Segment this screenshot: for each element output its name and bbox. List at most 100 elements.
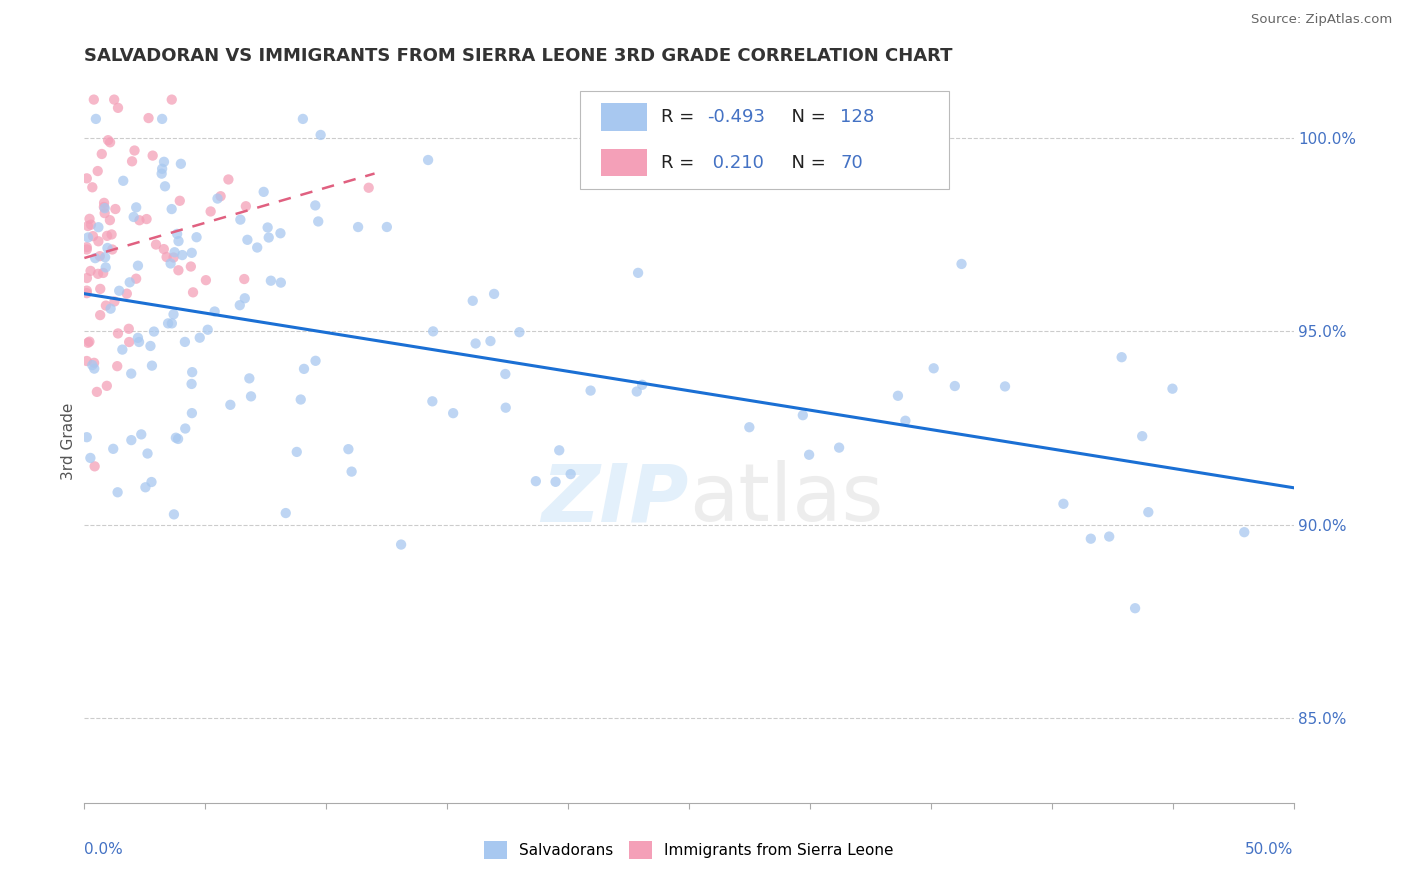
Point — [1111, 350, 1133, 364]
Point — [194, 273, 217, 287]
Point — [479, 334, 502, 348]
Point — [422, 324, 444, 338]
Point — [120, 433, 142, 447]
Point — [1080, 532, 1102, 546]
Point — [174, 334, 197, 349]
Point — [76, 286, 98, 301]
Point — [626, 384, 648, 399]
Point — [188, 331, 211, 345]
Point — [127, 259, 149, 273]
Point — [1130, 429, 1153, 443]
Point — [112, 174, 135, 188]
Point — [219, 398, 242, 412]
Point — [87, 267, 110, 281]
Point — [76, 354, 98, 368]
Point — [337, 442, 360, 457]
Point — [135, 212, 157, 227]
Point — [197, 323, 219, 337]
Point — [79, 450, 101, 465]
Point — [105, 359, 128, 374]
Point — [270, 276, 292, 290]
Point — [461, 293, 484, 308]
Point — [118, 334, 141, 349]
Point — [256, 220, 278, 235]
Point — [84, 251, 107, 265]
Point — [560, 467, 582, 482]
Text: 0.210: 0.210 — [707, 153, 763, 171]
Point — [89, 308, 111, 322]
Point — [84, 112, 107, 126]
Point — [304, 198, 326, 212]
Point — [83, 459, 105, 474]
Point — [181, 285, 204, 300]
Point — [160, 202, 183, 216]
Point — [83, 361, 105, 376]
Text: 128: 128 — [841, 108, 875, 126]
Point — [136, 446, 159, 460]
Point — [103, 294, 125, 309]
Point — [100, 301, 122, 316]
Point — [142, 148, 165, 162]
Point — [87, 220, 110, 235]
Point — [77, 230, 100, 244]
Point — [894, 414, 917, 428]
Point — [87, 234, 110, 248]
Point — [828, 441, 851, 455]
Point — [304, 353, 326, 368]
Point — [887, 389, 910, 403]
Point — [172, 248, 194, 262]
Point — [127, 331, 149, 345]
Point — [120, 367, 142, 381]
Point — [80, 218, 103, 232]
Point — [389, 537, 412, 551]
Point — [76, 243, 98, 257]
Point — [207, 192, 229, 206]
Legend: Salvadorans, Immigrants from Sierra Leone: Salvadorans, Immigrants from Sierra Leon… — [479, 836, 898, 863]
Point — [125, 271, 148, 285]
Point — [94, 201, 117, 215]
Point — [260, 274, 283, 288]
Y-axis label: 3rd Grade: 3rd Grade — [60, 403, 76, 480]
Point — [103, 93, 125, 107]
Point — [157, 317, 180, 331]
Point — [153, 154, 176, 169]
Point — [464, 336, 486, 351]
Point — [97, 133, 120, 147]
Point — [200, 204, 222, 219]
Point — [186, 230, 208, 244]
Point — [163, 508, 186, 522]
Point — [93, 206, 115, 220]
Point — [76, 271, 98, 285]
Point — [482, 286, 505, 301]
Point — [494, 367, 516, 381]
Point — [257, 230, 280, 244]
Point — [1052, 497, 1074, 511]
Point — [128, 213, 150, 227]
Point — [90, 147, 112, 161]
Point — [103, 442, 125, 456]
Point — [253, 185, 276, 199]
Point — [246, 240, 269, 254]
Point — [994, 379, 1017, 393]
Point — [76, 240, 98, 254]
Point — [792, 408, 814, 422]
Point — [83, 356, 105, 370]
Point — [122, 210, 145, 224]
Point — [631, 377, 654, 392]
Point — [285, 445, 308, 459]
Point — [229, 298, 252, 312]
Point — [340, 465, 363, 479]
Point — [86, 164, 108, 178]
Point — [107, 485, 129, 500]
Point — [180, 376, 202, 391]
Point — [150, 167, 173, 181]
Point — [922, 361, 945, 376]
Point — [309, 128, 332, 142]
Point — [290, 392, 312, 407]
Point — [96, 241, 118, 255]
Point — [98, 213, 121, 227]
Point — [94, 299, 117, 313]
Point — [155, 250, 177, 264]
Point — [166, 227, 188, 241]
Point — [93, 195, 115, 210]
